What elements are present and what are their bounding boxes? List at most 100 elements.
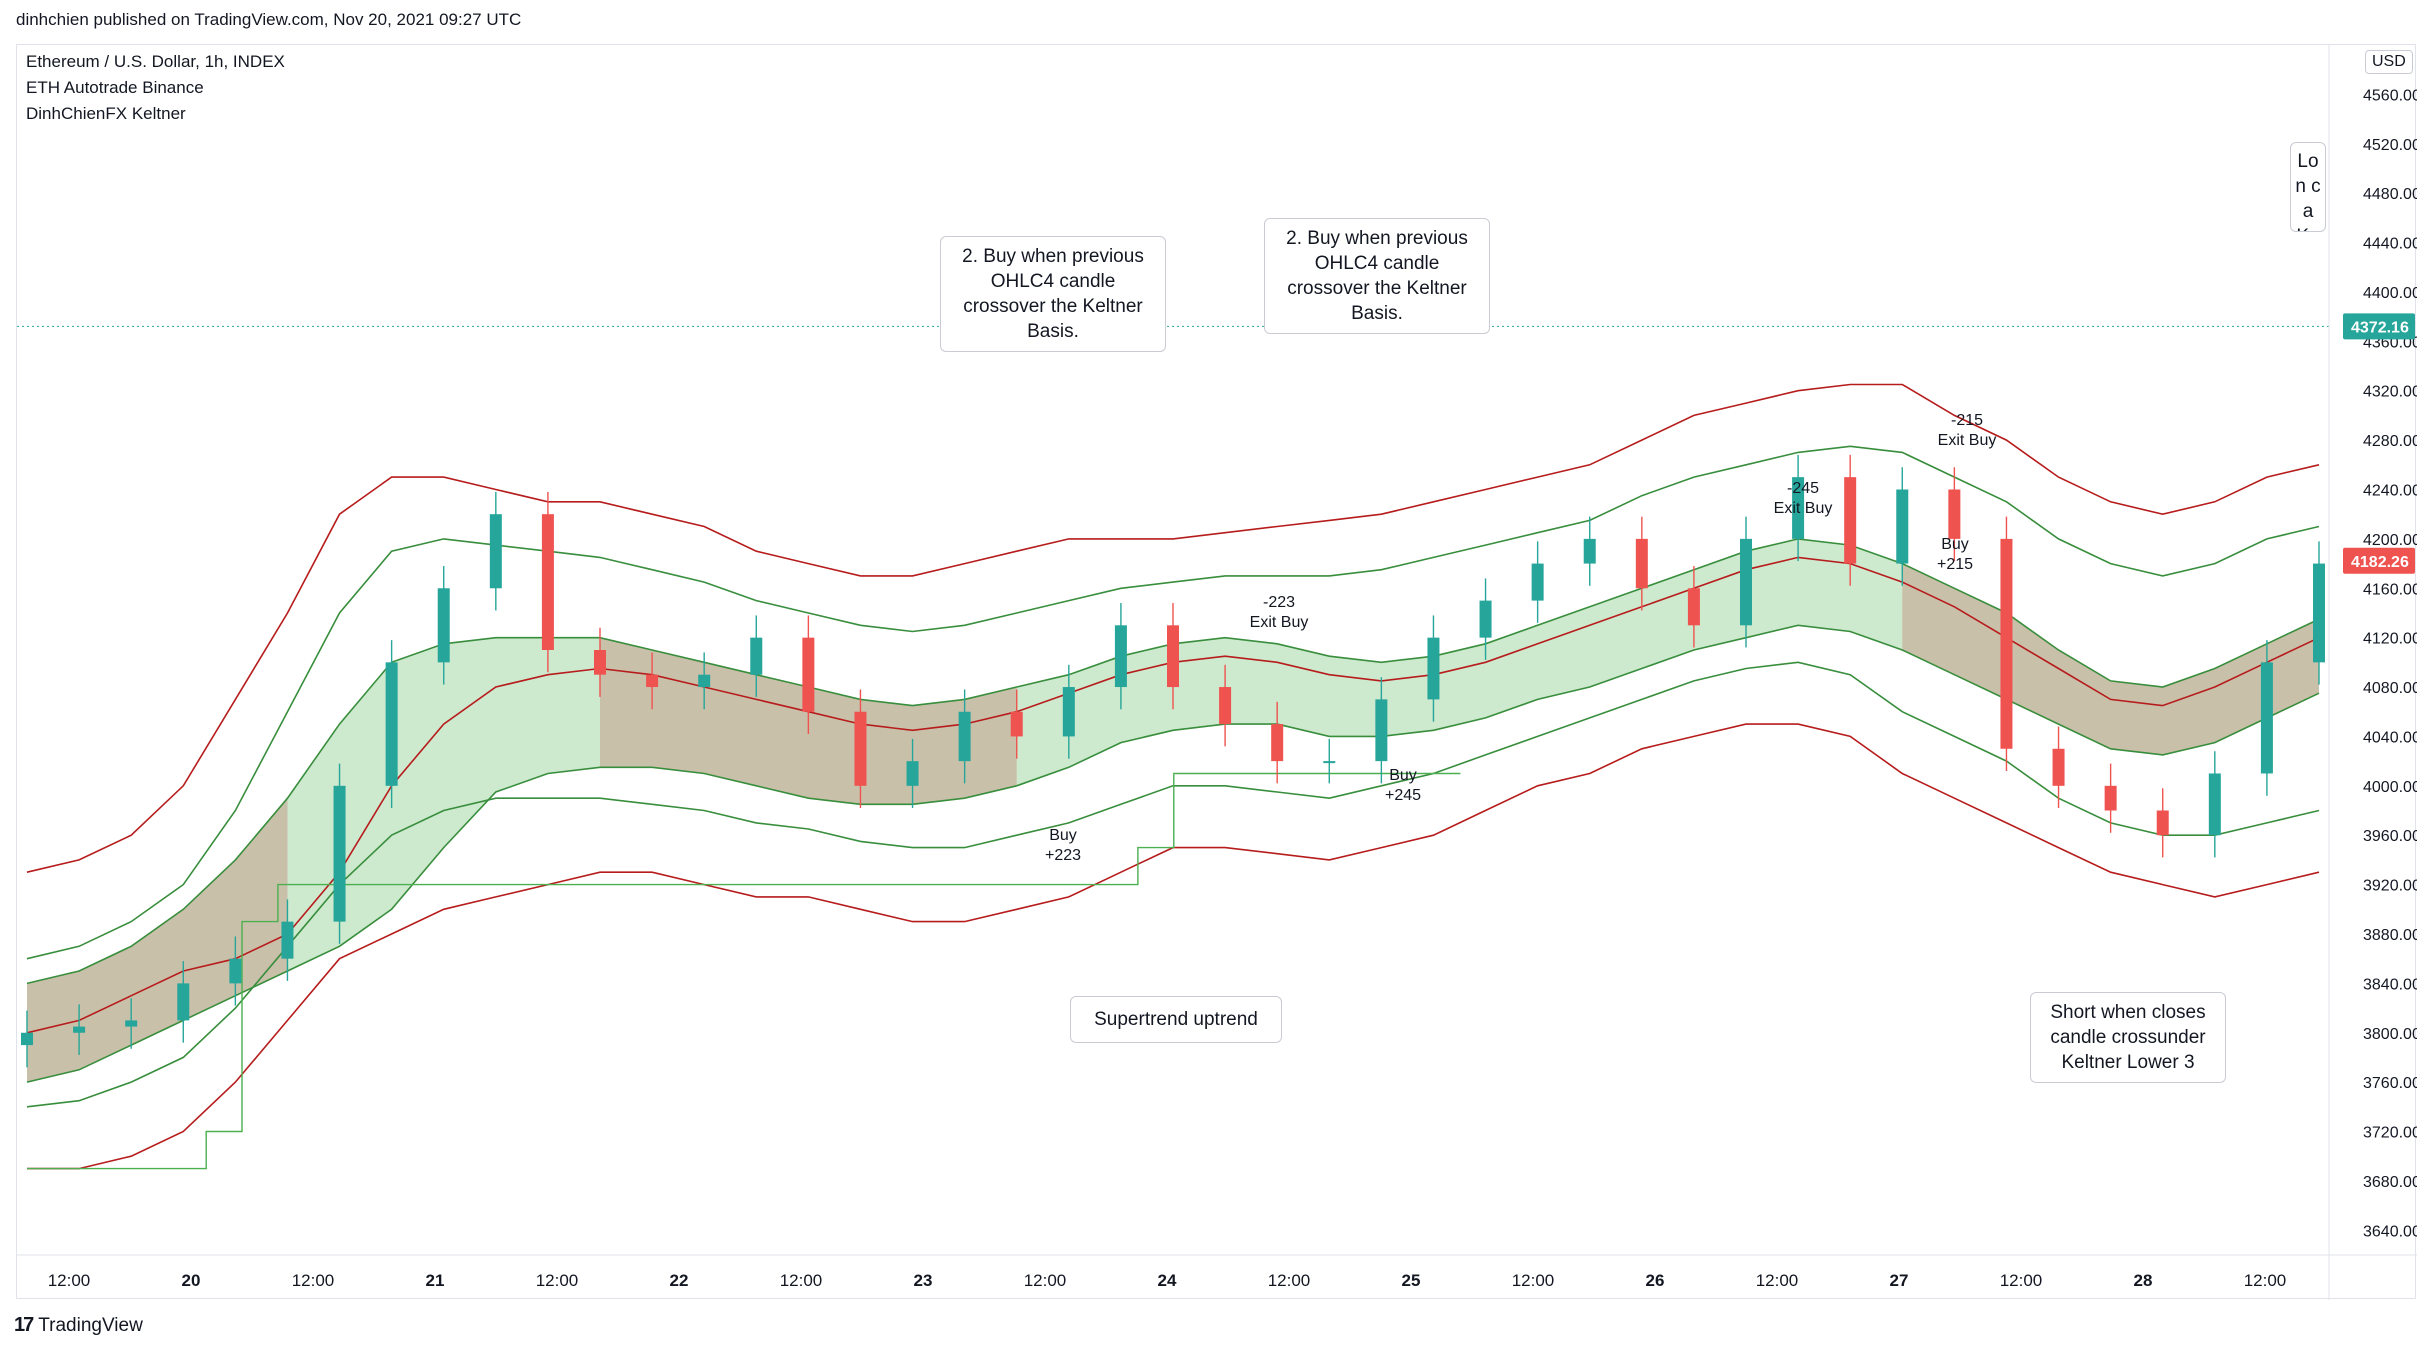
candle-body-30 [1583, 538, 1596, 564]
supertrend-note: Supertrend uptrend [1070, 996, 1282, 1043]
x-tick-label-0: 12:00 [48, 1271, 91, 1290]
trade-label-1: -223 [1263, 594, 1295, 611]
x-tick-label-8: 12:00 [1024, 1271, 1067, 1290]
candle-body-20 [1062, 687, 1075, 737]
candle-body-1 [73, 1026, 86, 1033]
candle-body-5 [281, 921, 294, 959]
legend-symbol: Ethereum / U.S. Dollar, 1h, INDEX [26, 52, 285, 71]
candle-body-38 [2000, 538, 2013, 749]
candle-body-9 [489, 514, 502, 589]
candle-body-18 [958, 711, 971, 762]
candle-body-6 [333, 785, 346, 922]
candle-body-37 [1948, 489, 1961, 539]
candle-body-31 [1635, 538, 1648, 589]
bear-shade-2 [1902, 563, 2319, 755]
tradingview-logo[interactable]: 17 TradingView [14, 1314, 143, 1337]
price-chart[interactable]: 3640.00 3680.00 3720.00 3760.00 3800.00 3840.… [17, 45, 2417, 1300]
y-tick-label-19: 4400.00 [2363, 285, 2417, 302]
candle-body-22 [1167, 625, 1179, 688]
candle-body-41 [2156, 810, 2169, 836]
x-tick-label-7: 23 [914, 1271, 933, 1290]
candle-body-21 [1114, 625, 1127, 688]
trade-sublabel-0: +223 [1045, 847, 1081, 864]
x-tick-label-5: 22 [670, 1271, 689, 1290]
y-tick-label-0: 3640.00 [2363, 1223, 2417, 1240]
candle-body-34 [1792, 477, 1805, 539]
candle-body-14 [750, 637, 763, 675]
keltner-lower2-line [26, 661, 2320, 1108]
trade-label-3: -245 [1787, 480, 1819, 497]
candle-body-42 [2208, 773, 2221, 836]
candle-body-26 [1375, 699, 1388, 762]
reference-price-tag [2343, 313, 2415, 340]
x-tick-label-15: 27 [1890, 1271, 1909, 1290]
trade-label-5: -215 [1951, 412, 1983, 429]
candle-body-36 [1896, 489, 1909, 564]
trade-label-4: Buy [1941, 536, 1969, 553]
legend-strategy: ETH Autotrade Binance [26, 78, 204, 97]
candle-body-12 [646, 674, 659, 688]
tv-brand-label: TradingView [38, 1314, 143, 1336]
candle-body-28 [1479, 600, 1492, 638]
x-tick-label-13: 26 [1646, 1271, 1665, 1290]
tv-logo-icon: 17 [14, 1314, 34, 1336]
y-tick-label-10: 4040.00 [2363, 729, 2417, 746]
y-tick-label-4: 3800.00 [2363, 1026, 2417, 1043]
keltner-upper2-line [26, 445, 2320, 960]
candle-body-43 [2260, 662, 2273, 774]
x-tick-label-18: 12:00 [2244, 1271, 2287, 1290]
trade-sublabel-1: Exit Buy [1250, 614, 1309, 631]
legend-indicator: DinhChienFX Keltner [26, 104, 186, 123]
currency-badge[interactable]: USD [2365, 50, 2413, 74]
trade-sublabel-2: +245 [1385, 787, 1421, 804]
keltner-upper3-line [26, 383, 2320, 873]
trade-label-0: Buy [1049, 827, 1077, 844]
candle-body-7 [385, 662, 398, 786]
last-price-label: 4182.26 [2351, 554, 2409, 571]
candle-body-27 [1427, 637, 1440, 700]
x-tick-label-9: 24 [1158, 1271, 1177, 1290]
trade-label-2: Buy [1389, 767, 1417, 784]
y-tick-label-21: 4480.00 [2363, 186, 2417, 203]
y-tick-label-12: 4120.00 [2363, 631, 2417, 648]
x-tick-label-3: 21 [426, 1271, 445, 1290]
reference-price-label: 4372.16 [2351, 319, 2409, 336]
trade-sublabel-4: +215 [1937, 556, 1973, 573]
y-tick-label-6: 3880.00 [2363, 927, 2417, 944]
candle-body-32 [1687, 588, 1700, 626]
y-tick-label-1: 3680.00 [2363, 1174, 2417, 1191]
buy-note-1: 2. Buy when previous OHLC4 candle crosso… [940, 236, 1166, 352]
x-tick-label-17: 28 [2134, 1271, 2153, 1290]
y-tick-label-15: 4240.00 [2363, 482, 2417, 499]
candle-body-29 [1531, 563, 1544, 601]
buy-note-2: 2. Buy when previous OHLC4 candle crosso… [1264, 218, 1490, 334]
bear-shade-0 [27, 798, 288, 1083]
y-tick-label-14: 4200.00 [2363, 532, 2417, 549]
y-tick-label-5: 3840.00 [2363, 976, 2417, 993]
candle-body-16 [854, 711, 867, 786]
x-tick-label-4: 12:00 [536, 1271, 579, 1290]
x-tick-label-6: 12:00 [780, 1271, 823, 1290]
y-tick-label-7: 3920.00 [2363, 878, 2417, 895]
short-note: Short when closes candle crossunder Kelt… [2030, 992, 2226, 1083]
trade-sublabel-3: Exit Buy [1774, 500, 1833, 517]
candle-body-0 [21, 1032, 33, 1046]
candle-body-44 [2313, 563, 2325, 663]
y-tick-label-16: 4280.00 [2363, 433, 2417, 450]
candle-body-13 [698, 674, 711, 688]
y-tick-label-8: 3960.00 [2363, 828, 2417, 845]
y-tick-label-17: 4320.00 [2363, 384, 2417, 401]
chart-frame[interactable]: 3640.00 3680.00 3720.00 3760.00 3800.00 3840.… [16, 44, 2417, 1300]
candle-body-40 [2104, 785, 2117, 811]
candle-body-8 [437, 588, 450, 663]
last-price-tag [2343, 547, 2415, 574]
supertrend-line [27, 772, 1461, 1170]
publish-header: dinhchien published on TradingView.com, … [16, 10, 522, 29]
candle-body-11 [594, 650, 606, 675]
long-note-partial: Lon ca Ke [2290, 142, 2326, 232]
candle-body-3 [177, 983, 190, 1021]
candle-body-24 [1271, 724, 1284, 762]
candle-body-23 [1219, 687, 1232, 725]
x-tick-label-1: 20 [182, 1271, 201, 1290]
trade-sublabel-5: Exit Buy [1938, 432, 1997, 449]
